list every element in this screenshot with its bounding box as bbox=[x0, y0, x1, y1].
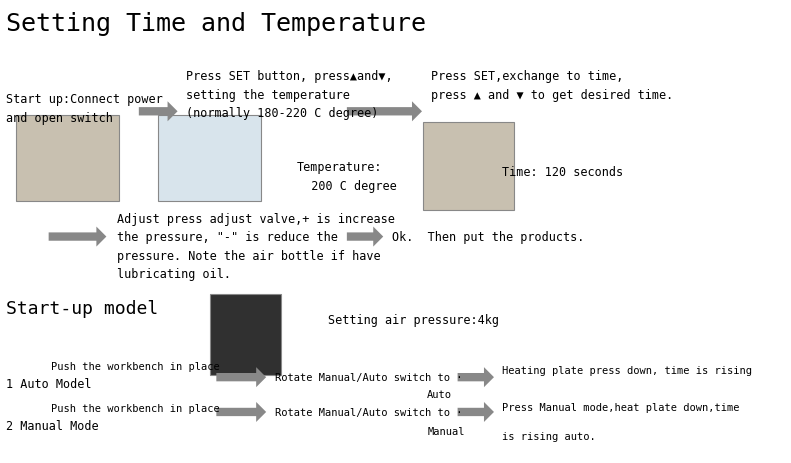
Text: lubricating oil.: lubricating oil. bbox=[117, 268, 231, 281]
Text: Press Manual mode,heat plate down,time: Press Manual mode,heat plate down,time bbox=[502, 402, 740, 413]
Text: Ok.  Then put the products.: Ok. Then put the products. bbox=[392, 231, 584, 244]
Text: Press SET button, press▲and▼,: Press SET button, press▲and▼, bbox=[186, 70, 392, 83]
Text: Time: 120 seconds: Time: 120 seconds bbox=[502, 166, 623, 179]
Text: (normally 180-220 C degree): (normally 180-220 C degree) bbox=[186, 107, 378, 120]
Text: Setting air pressure:4kg: Setting air pressure:4kg bbox=[328, 313, 499, 326]
Text: Push the workbench in place: Push the workbench in place bbox=[51, 403, 220, 413]
Bar bbox=[210, 294, 281, 375]
Text: Rotate Manual/Auto switch to ·: Rotate Manual/Auto switch to · bbox=[275, 407, 463, 417]
Text: Auto: Auto bbox=[427, 389, 452, 400]
Bar bbox=[158, 116, 261, 201]
Text: Setting Time and Temperature: Setting Time and Temperature bbox=[6, 12, 426, 36]
Text: 2 Manual Mode: 2 Manual Mode bbox=[6, 419, 99, 432]
Text: Temperature:: Temperature: bbox=[297, 161, 382, 174]
Text: Manual: Manual bbox=[427, 426, 464, 437]
Bar bbox=[16, 116, 119, 201]
Text: is rising auto.: is rising auto. bbox=[502, 431, 596, 441]
Text: 200 C degree: 200 C degree bbox=[297, 180, 396, 193]
Text: 1 Auto Model: 1 Auto Model bbox=[6, 377, 92, 390]
Text: pressure. Note the air bottle if have: pressure. Note the air bottle if have bbox=[117, 249, 380, 262]
Text: Start-up model: Start-up model bbox=[6, 299, 158, 317]
Text: Push the workbench in place: Push the workbench in place bbox=[51, 361, 220, 371]
Text: Rotate Manual/Auto switch to ·: Rotate Manual/Auto switch to · bbox=[275, 372, 463, 382]
Text: Heating plate press down, time is rising: Heating plate press down, time is rising bbox=[502, 365, 752, 375]
Text: and open switch: and open switch bbox=[6, 112, 113, 125]
Bar bbox=[423, 123, 514, 211]
Text: Press SET,exchange to time,: Press SET,exchange to time, bbox=[431, 70, 623, 83]
Text: Adjust press adjust valve,+ is increase: Adjust press adjust valve,+ is increase bbox=[117, 212, 395, 225]
Text: setting the temperature: setting the temperature bbox=[186, 88, 350, 101]
Text: the pressure, "-" is reduce the: the pressure, "-" is reduce the bbox=[117, 231, 338, 244]
Text: press ▲ and ▼ to get desired time.: press ▲ and ▼ to get desired time. bbox=[431, 88, 673, 101]
Text: Start up:Connect power: Start up:Connect power bbox=[6, 93, 163, 106]
